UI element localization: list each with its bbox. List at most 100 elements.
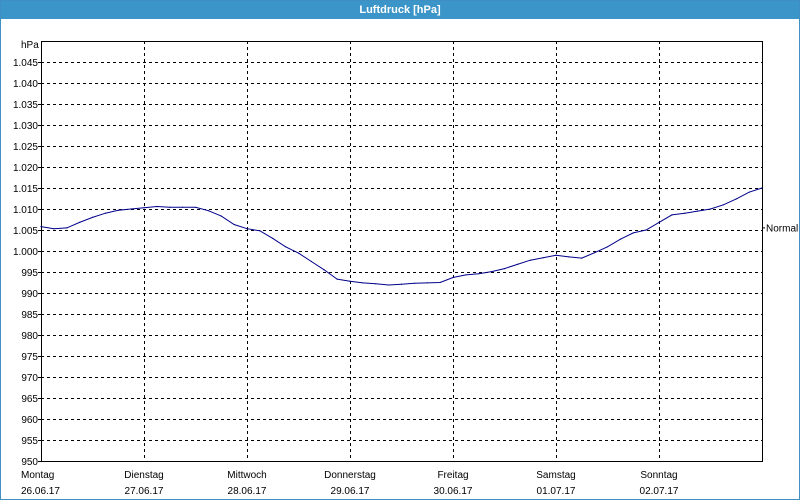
data-point xyxy=(207,210,209,212)
x-tick-day: Freitag xyxy=(437,470,468,481)
plot-frame xyxy=(41,41,765,462)
data-point xyxy=(285,246,287,248)
x-tick-date: 29.06.17 xyxy=(331,486,370,497)
data-point xyxy=(684,212,686,214)
data-point xyxy=(156,205,158,208)
y-tick-label: 975 xyxy=(21,352,38,363)
data-point xyxy=(53,228,55,230)
data-point xyxy=(594,252,596,254)
data-point xyxy=(400,283,403,285)
data-point xyxy=(104,212,106,214)
y-tick-label: 1.010 xyxy=(13,205,38,216)
x-tick-day: Dienstag xyxy=(124,470,163,481)
data-point xyxy=(748,191,750,193)
chart-title: Luftdruck [hPa] xyxy=(1,1,799,19)
x-tick-date: 30.06.17 xyxy=(434,486,473,497)
data-point xyxy=(40,226,42,228)
data-point xyxy=(310,260,312,263)
data-point xyxy=(233,223,235,226)
data-point xyxy=(79,221,81,223)
normal-label: Normal xyxy=(766,223,798,234)
data-point xyxy=(259,230,261,232)
data-point xyxy=(722,204,725,206)
y-tick-label: 1.000 xyxy=(13,247,38,258)
y-tick-label: 955 xyxy=(21,436,38,447)
data-point xyxy=(272,237,274,239)
y-tick-label: 1.015 xyxy=(13,184,38,195)
pressure-series-line xyxy=(40,187,763,286)
y-tick-label: 965 xyxy=(21,394,38,405)
data-point xyxy=(697,210,699,212)
y-tick-label: 1.020 xyxy=(13,163,38,174)
data-point xyxy=(349,280,351,282)
data-point xyxy=(426,282,428,284)
x-tick-date: 26.06.17 xyxy=(21,486,60,497)
data-point xyxy=(323,269,325,271)
axis-labels: 950 955 960 965 970 975 980 985 990 995 1.000 1.005… xyxy=(13,40,798,497)
grid-layer xyxy=(38,41,763,462)
data-point xyxy=(516,263,519,265)
data-point xyxy=(645,229,647,231)
data-point xyxy=(439,281,441,284)
y-tick-label: 1.005 xyxy=(13,226,38,237)
data-point xyxy=(555,254,557,256)
data-point xyxy=(658,221,660,223)
x-tick-date: 02.07.17 xyxy=(640,486,679,497)
y-axis-unit: hPa xyxy=(21,40,39,51)
y-tick-label: 960 xyxy=(21,415,38,426)
data-point xyxy=(182,206,184,208)
data-point xyxy=(91,216,94,218)
y-tick-label: 1.040 xyxy=(13,79,38,90)
data-point xyxy=(169,206,171,208)
data-point xyxy=(478,273,480,275)
data-point xyxy=(388,284,390,286)
y-tick-label: 1.045 xyxy=(13,58,38,69)
y-tick-label: 1.035 xyxy=(13,100,38,111)
data-point xyxy=(529,259,531,261)
data-point xyxy=(66,227,68,229)
y-tick-label: 990 xyxy=(21,289,38,300)
data-point xyxy=(375,283,377,285)
y-tick-label: 950 xyxy=(21,457,38,468)
data-point xyxy=(465,274,467,276)
x-tick-day: Donnerstag xyxy=(324,470,376,481)
x-tick-day: Samstag xyxy=(536,470,575,481)
y-tick-label: 995 xyxy=(21,268,38,279)
y-tick-label: 1.030 xyxy=(13,121,38,132)
data-point xyxy=(761,187,763,189)
data-point xyxy=(362,282,364,284)
data-point xyxy=(452,276,454,279)
x-tick-date: 27.06.17 xyxy=(125,486,164,497)
data-point xyxy=(503,268,506,270)
data-point xyxy=(542,257,544,259)
data-point xyxy=(709,208,712,210)
y-tick-label: 985 xyxy=(21,310,38,321)
plot-border xyxy=(41,41,763,462)
data-point xyxy=(246,228,248,230)
data-point xyxy=(632,232,634,234)
y-tick-label: 970 xyxy=(21,373,38,384)
x-tick-day: Sonntag xyxy=(640,470,677,481)
data-point xyxy=(735,198,737,200)
x-tick-date: 28.06.17 xyxy=(228,486,267,497)
data-point xyxy=(220,215,222,217)
data-point xyxy=(413,282,415,284)
data-point xyxy=(606,246,609,248)
data-point xyxy=(336,278,338,280)
data-point xyxy=(143,207,145,209)
data-point xyxy=(568,256,570,258)
y-tick-label: 1.025 xyxy=(13,142,38,153)
x-tick-day: Mittwoch xyxy=(227,470,266,481)
x-tick-day: Montag xyxy=(21,470,54,481)
data-point xyxy=(491,271,493,273)
x-tick-date: 01.07.17 xyxy=(537,486,576,497)
data-point xyxy=(581,257,583,259)
data-point xyxy=(671,214,673,216)
y-tick-label: 980 xyxy=(21,331,38,342)
data-point xyxy=(117,209,119,211)
data-point xyxy=(130,208,132,210)
data-point xyxy=(619,238,622,240)
data-point xyxy=(297,252,300,254)
